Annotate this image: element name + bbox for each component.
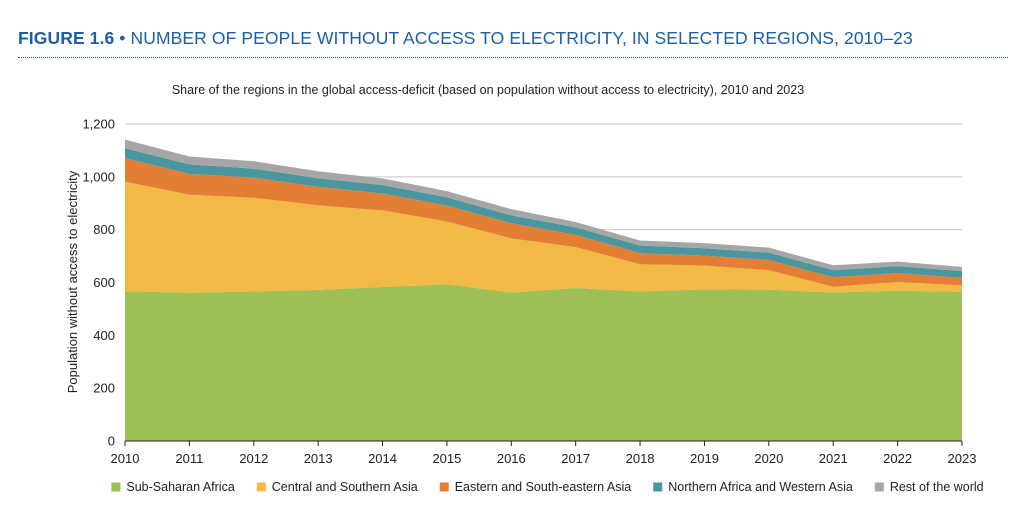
- legend: Sub-Saharan Africa Central and Southern A…: [111, 480, 984, 494]
- figure-title-text: NUMBER OF PEOPLE WITHOUT ACCESS TO ELECT…: [130, 28, 913, 48]
- legend-label: Eastern and South-eastern Asia: [455, 480, 632, 494]
- x-tick-label: 2017: [561, 451, 590, 466]
- x-tick-label: 2015: [432, 451, 461, 466]
- figure-separator: •: [119, 28, 126, 48]
- y-tick-label: 400: [93, 328, 115, 343]
- legend-item: Rest of the world: [874, 480, 984, 494]
- legend-swatch: [653, 482, 663, 492]
- chart-subtitle: Share of the regions in the global acces…: [172, 83, 804, 97]
- area-eastern-and-south-eastern-asia: [125, 158, 962, 287]
- area-central-and-southern-asia: [125, 181, 962, 293]
- legend-swatch: [874, 482, 884, 492]
- legend-item: Northern Africa and Western Asia: [653, 480, 853, 494]
- figure-title: FIGURE 1.6 • NUMBER OF PEOPLE WITHOUT AC…: [18, 28, 1008, 49]
- x-tick-label: 2021: [819, 451, 848, 466]
- x-tick-label: 2013: [304, 451, 333, 466]
- x-tick-label: 2018: [626, 451, 655, 466]
- x-tick-label: 2010: [111, 451, 140, 466]
- x-tick-label: 2012: [239, 451, 268, 466]
- x-tick-label: 2022: [883, 451, 912, 466]
- area-series: [125, 139, 962, 441]
- x-tick-label: 2019: [690, 451, 719, 466]
- area-northern-africa-and-western-asia: [125, 148, 962, 278]
- legend-swatch: [256, 482, 266, 492]
- y-tick-label: 1,000: [82, 169, 115, 184]
- legend-label: Rest of the world: [890, 480, 984, 494]
- legend-label: Sub-Saharan Africa: [126, 480, 234, 494]
- y-tick-label: 200: [93, 381, 115, 396]
- y-tick-label: 1,200: [82, 117, 115, 132]
- x-tick-label: 2011: [175, 451, 203, 466]
- axes: 0 200 400 600 800 1,000 1,200 2010 2011 2012 2013 2…: [82, 117, 976, 467]
- y-axis-label: Population without access to electricity: [65, 170, 80, 393]
- y-tick-label: 600: [93, 275, 115, 290]
- y-tick-label: 0: [108, 434, 115, 449]
- figure-label: FIGURE 1.6: [18, 28, 115, 48]
- x-tick-label: 2016: [497, 451, 526, 466]
- legend-item: Central and Southern Asia: [256, 480, 418, 494]
- legend-label: Northern Africa and Western Asia: [668, 480, 853, 494]
- x-tick-label: 2020: [754, 451, 783, 466]
- legend-label: Central and Southern Asia: [272, 480, 418, 494]
- x-tick-label: 2023: [948, 451, 977, 466]
- legend-swatch: [439, 482, 449, 492]
- figure-rule: [18, 57, 1008, 58]
- figure-header: FIGURE 1.6 • NUMBER OF PEOPLE WITHOUT AC…: [18, 28, 1008, 58]
- legend-swatch: [111, 482, 121, 492]
- x-tick-label: 2014: [368, 451, 397, 466]
- area-sub-saharan-africa: [125, 284, 962, 441]
- legend-item: Eastern and South-eastern Asia: [439, 480, 632, 494]
- y-tick-label: 800: [93, 222, 115, 237]
- legend-item: Sub-Saharan Africa: [111, 480, 235, 494]
